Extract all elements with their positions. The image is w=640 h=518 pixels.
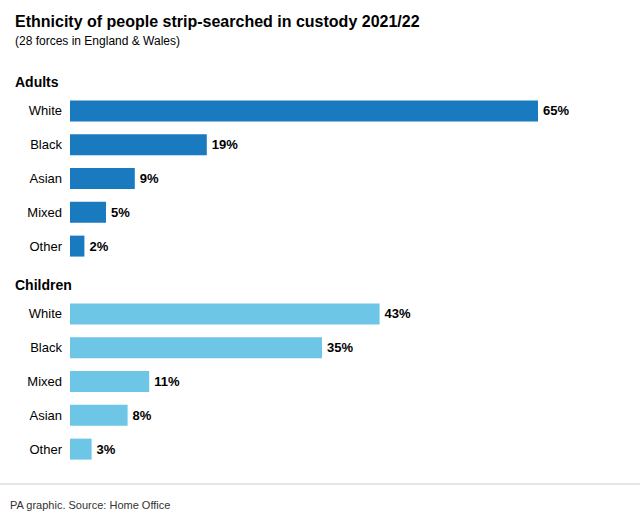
svg-text:Mixed: Mixed	[27, 374, 62, 389]
svg-text:Black: Black	[30, 137, 62, 152]
svg-text:43%: 43%	[385, 306, 411, 321]
svg-text:White: White	[29, 306, 62, 321]
svg-text:9%: 9%	[140, 171, 159, 186]
svg-text:8%: 8%	[133, 408, 152, 423]
svg-text:Children: Children	[15, 277, 72, 293]
svg-text:(28 forces in England & Wales): (28 forces in England & Wales)	[15, 34, 180, 48]
svg-text:PA graphic. Source: Home Offic: PA graphic. Source: Home Office	[10, 499, 170, 511]
svg-text:65%: 65%	[543, 103, 569, 118]
svg-text:Other: Other	[29, 239, 62, 254]
svg-text:19%: 19%	[212, 137, 238, 152]
svg-text:Ethnicity of people strip-sear: Ethnicity of people strip-searched in cu…	[15, 13, 420, 30]
svg-text:White: White	[29, 103, 62, 118]
svg-text:Adults: Adults	[15, 74, 59, 90]
svg-text:Other: Other	[29, 442, 62, 457]
svg-text:Mixed: Mixed	[27, 205, 62, 220]
svg-text:Black: Black	[30, 340, 62, 355]
svg-text:11%: 11%	[154, 374, 180, 389]
svg-text:3%: 3%	[97, 442, 116, 457]
svg-text:5%: 5%	[111, 205, 130, 220]
svg-text:Asian: Asian	[29, 171, 62, 186]
svg-text:2%: 2%	[89, 239, 108, 254]
svg-text:35%: 35%	[327, 340, 353, 355]
svg-text:Asian: Asian	[29, 408, 62, 423]
